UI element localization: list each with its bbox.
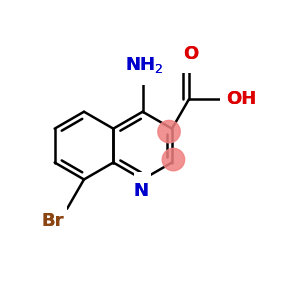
Text: N: N bbox=[134, 182, 149, 200]
FancyBboxPatch shape bbox=[182, 58, 196, 73]
Text: Br: Br bbox=[42, 212, 64, 230]
FancyBboxPatch shape bbox=[44, 201, 67, 216]
Text: O: O bbox=[183, 44, 198, 62]
Text: Br: Br bbox=[42, 212, 64, 230]
Circle shape bbox=[162, 148, 184, 171]
Text: O: O bbox=[183, 44, 198, 62]
FancyBboxPatch shape bbox=[220, 92, 243, 107]
Text: OH: OH bbox=[226, 90, 256, 108]
Text: NH$_2$: NH$_2$ bbox=[125, 55, 164, 75]
FancyBboxPatch shape bbox=[134, 172, 152, 187]
Text: OH: OH bbox=[226, 90, 256, 108]
Text: NH$_2$: NH$_2$ bbox=[125, 55, 164, 75]
Text: N: N bbox=[134, 182, 149, 200]
Circle shape bbox=[158, 120, 180, 143]
FancyBboxPatch shape bbox=[128, 70, 158, 85]
